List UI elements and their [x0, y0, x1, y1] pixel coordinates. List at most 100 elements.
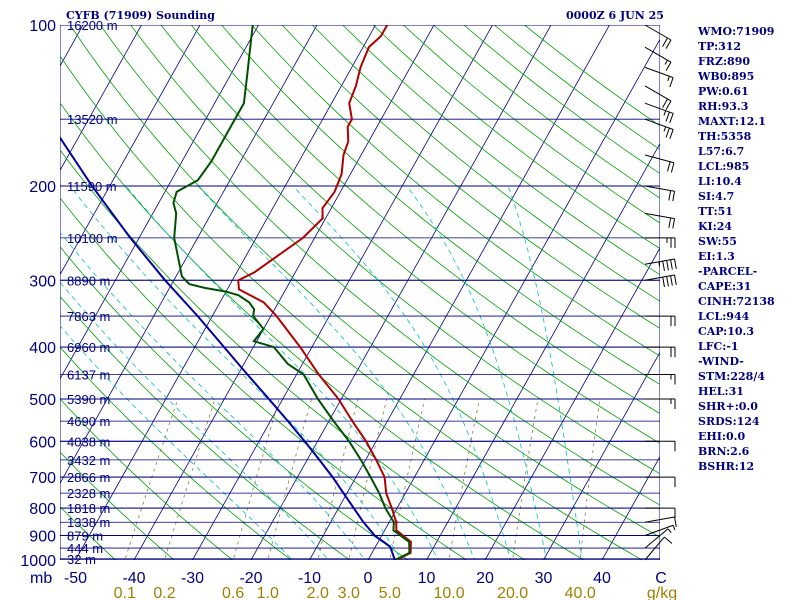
barb-flag: [672, 218, 676, 229]
index-row: CAP:10.3: [698, 325, 755, 338]
height-label: 7863 m: [67, 309, 110, 324]
temperature-tick-label: 40: [593, 570, 611, 587]
moist-adiabat-line: [197, 185, 475, 560]
wind-barb: [644, 154, 675, 173]
dry-adiabat-line: [312, 25, 660, 302]
temperature-tick-label: 30: [535, 570, 553, 587]
barb-staff: [644, 536, 665, 561]
pressure-tick-label: 100: [29, 18, 56, 35]
wind-barb: [644, 258, 677, 272]
dry-adiabat-line: [251, 25, 660, 357]
pressure-tick-label: 800: [29, 501, 56, 518]
wind-barb: [644, 185, 676, 202]
barb-flag: [665, 39, 672, 49]
mixing-ratio-line: [348, 398, 388, 560]
moist-adiabat-line: [60, 281, 330, 560]
pressure-tick-label: 900: [29, 529, 56, 546]
barb-staff: [644, 524, 674, 536]
height-label: 444 m: [67, 541, 103, 556]
dry-adiabat-line: [60, 506, 117, 560]
index-row: TH:5358: [698, 130, 752, 143]
index-row: LCL:944: [698, 310, 750, 323]
mixing-ratio-line: [317, 398, 359, 560]
height-label: 16200 m: [67, 18, 118, 33]
index-row: TP:312: [698, 40, 742, 53]
barb-flag: [665, 61, 672, 72]
barb-flag: [669, 77, 674, 88]
wind-barb: [645, 373, 676, 385]
isotherm-line: [367, 38, 660, 560]
mixing-ratio-line: [164, 398, 216, 560]
barb-flag: [669, 113, 674, 124]
index-row: FRZ:890: [698, 55, 751, 68]
index-row: SHR+:0.0: [698, 400, 758, 413]
index-row: LI:10.4: [698, 175, 742, 188]
barb-staff: [644, 102, 674, 114]
moist-adiabat-line: [125, 185, 439, 560]
wind-barb: [644, 536, 673, 561]
mixing-ratio-tick-label: 3.0: [338, 585, 360, 600]
isotherm-line: [60, 25, 259, 380]
height-label: 13520 m: [67, 112, 118, 127]
temperature-tick-label: -40: [122, 570, 145, 587]
parcel-trace: [60, 135, 396, 560]
mixing-ratio-tick-label: 20.0: [497, 585, 528, 600]
dry-adiabat-line: [342, 25, 660, 276]
mixing-ratio-tick-label: 10.0: [433, 585, 464, 600]
dry-adiabat-line: [60, 295, 351, 560]
index-row: SI:4.7: [698, 190, 735, 203]
index-row: MAXT:12.1: [698, 115, 766, 128]
wind-barb: [645, 398, 676, 409]
barb-flag: [662, 37, 668, 47]
barb-flag: [665, 100, 672, 110]
mixing-ratio-line: [232, 398, 280, 560]
dewpoint-trace: [172, 25, 411, 560]
barb-flag: [663, 536, 673, 544]
mixing-ratio-tick-label: 5.0: [379, 585, 401, 600]
isotherm-line: [601, 455, 660, 560]
mixing-ratio-line: [512, 398, 539, 560]
barb-flag: [666, 260, 669, 271]
index-row: SW:55: [698, 235, 737, 248]
pressure-tick-label: 700: [29, 470, 56, 487]
barb-half-flag: [667, 528, 672, 533]
chart-datetime: 0000Z 6 JUN 25: [566, 9, 664, 22]
temperature-tick-label: 0: [364, 570, 373, 587]
barb-flag: [667, 161, 671, 172]
isotherm-line: [0, 13, 31, 571]
barb-flag: [674, 258, 677, 269]
pressure-unit-label: mb: [30, 570, 52, 587]
barb-flag: [670, 259, 673, 270]
barb-flag: [662, 261, 665, 272]
temperature-tick-label: -50: [64, 570, 87, 587]
barb-staff: [644, 185, 675, 192]
wind-barb: [645, 507, 676, 519]
index-row: L57:6.7: [698, 145, 745, 158]
dry-adiabat-line: [60, 55, 643, 560]
barb-flag: [665, 111, 670, 122]
isotherm-line: [426, 142, 660, 560]
height-label: 3432 m: [67, 453, 110, 468]
wind-barb: [644, 274, 677, 288]
index-row: WMO:71909: [698, 25, 775, 38]
dry-adiabat-line: [99, 25, 660, 506]
index-row: TT:51: [698, 205, 733, 218]
height-label: 6137 m: [67, 367, 110, 382]
temperature-tick-label: -30: [181, 570, 204, 587]
mixing-ratio-line: [267, 398, 312, 560]
isotherm-line: [133, 25, 435, 560]
barb-flag: [666, 276, 669, 287]
temperature-tick-label: -20: [239, 570, 262, 587]
barb-staff: [644, 85, 672, 102]
pressure-tick-label: 300: [29, 273, 56, 290]
barb-half-flag: [672, 525, 676, 531]
barb-half-flag: [663, 110, 667, 116]
barb-staff: [644, 118, 674, 130]
barb-staff: [644, 154, 675, 164]
height-label: 10100 m: [67, 231, 118, 246]
isotherm-line: [60, 25, 318, 485]
wind-barb: [644, 524, 676, 536]
moist-adiabat-line: [292, 185, 512, 560]
height-label: 32 m: [67, 552, 96, 567]
